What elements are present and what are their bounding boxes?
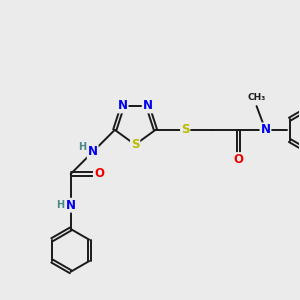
Text: N: N (143, 99, 153, 112)
Text: N: N (260, 123, 271, 136)
Text: O: O (234, 153, 244, 166)
Text: S: S (131, 138, 140, 151)
Text: N: N (66, 199, 76, 212)
Text: N: N (118, 99, 128, 112)
Text: H: H (56, 200, 64, 210)
Text: N: N (88, 146, 98, 158)
Text: CH₃: CH₃ (248, 93, 266, 102)
Text: O: O (94, 167, 104, 181)
Text: H: H (78, 142, 86, 152)
Text: S: S (181, 123, 190, 136)
